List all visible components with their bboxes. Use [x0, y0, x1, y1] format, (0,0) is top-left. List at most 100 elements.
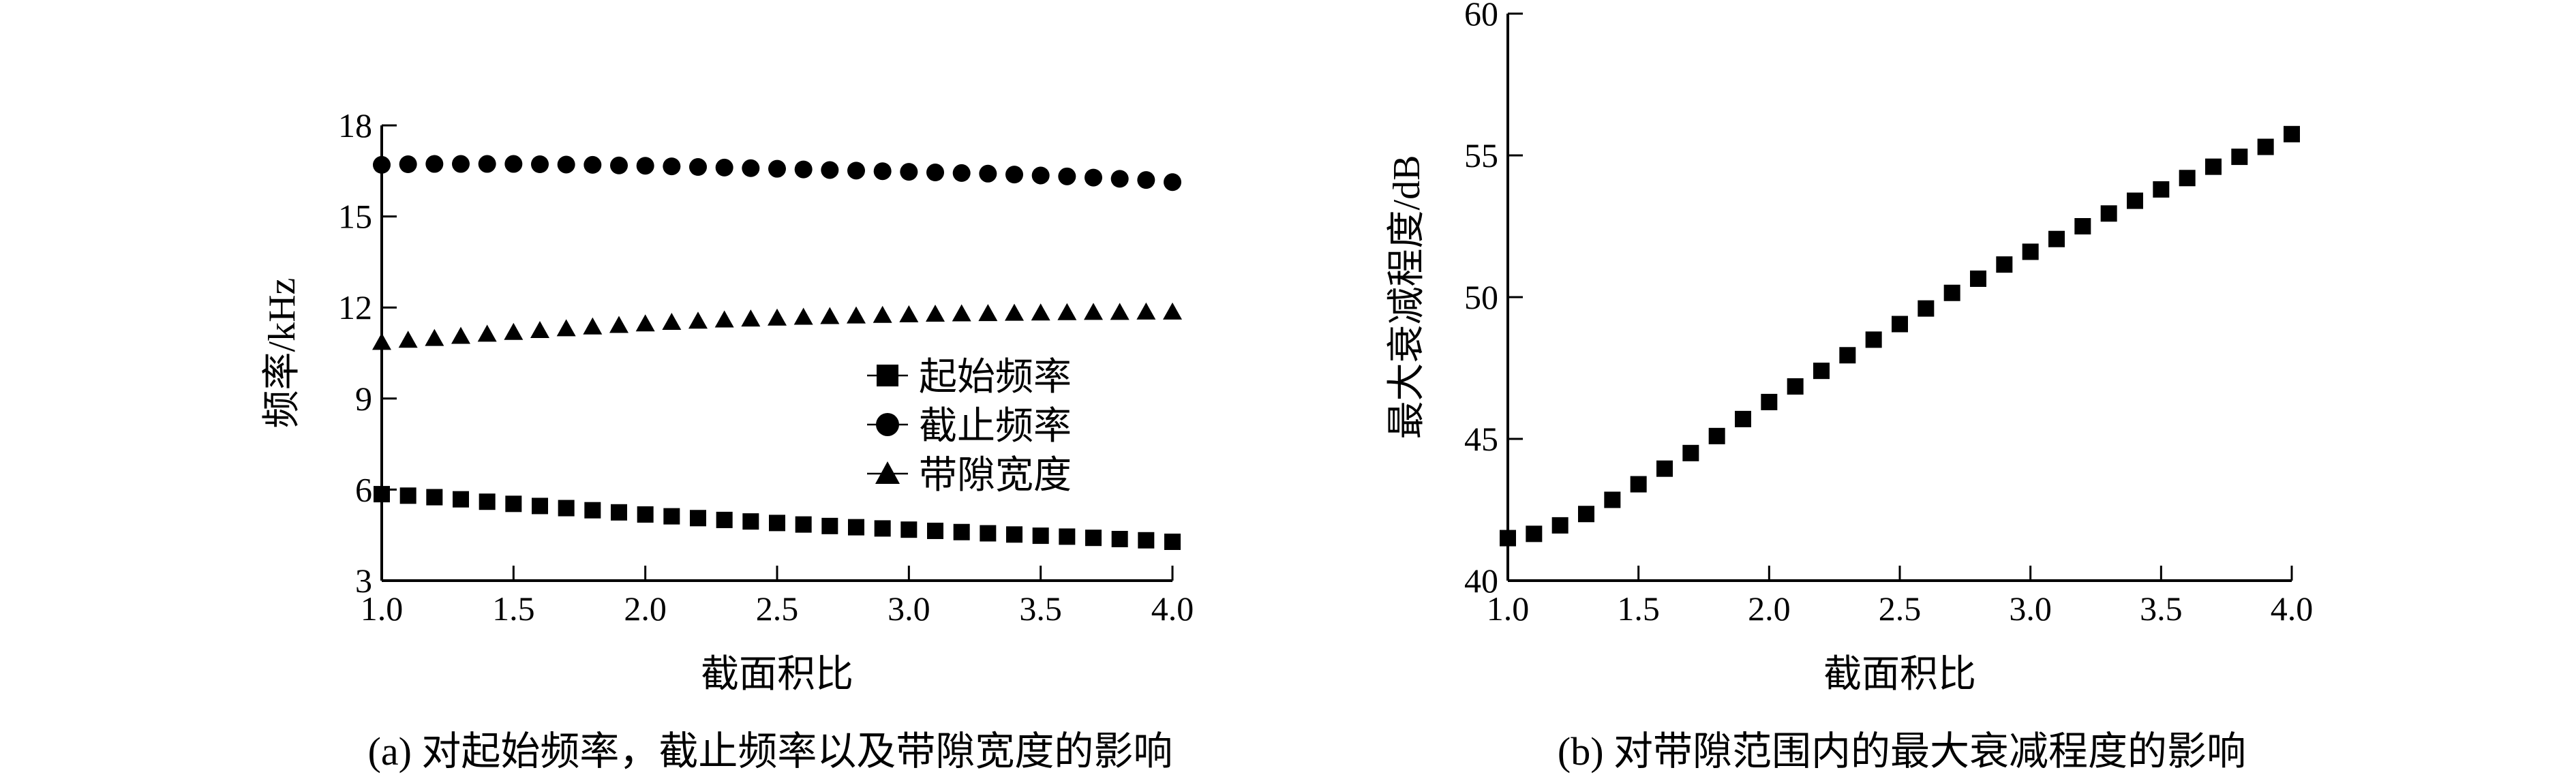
data-point-circle — [425, 155, 444, 173]
data-point-square — [1500, 530, 1516, 547]
y-tick-label: 50 — [1464, 278, 1498, 316]
data-point-triangle — [372, 333, 391, 350]
data-point-square — [558, 500, 575, 517]
data-point-square — [399, 487, 416, 504]
data-point-square — [1059, 528, 1076, 545]
x-tick-label: 1.0 — [361, 589, 404, 628]
data-point-circle — [1085, 168, 1102, 187]
data-point-square — [1735, 410, 1751, 427]
legend-label-series-1: 起始频率 — [919, 356, 1072, 399]
data-point-square — [2284, 125, 2300, 142]
data-point-circle — [531, 155, 549, 174]
data-point-square — [2257, 138, 2274, 155]
data-point-circle — [373, 155, 391, 174]
y-tick-label: 9 — [355, 380, 372, 418]
x-tick-label: 4.0 — [1151, 589, 1194, 628]
data-point-square — [1164, 533, 1181, 550]
x-tick-label: 1.5 — [492, 589, 535, 628]
data-point-square — [1656, 460, 1673, 477]
series-3-triangle-markers — [372, 302, 1182, 350]
y-tick-label: 12 — [338, 288, 372, 326]
panel-a-legend: 起始频率 截止频率 带隙宽度 — [867, 356, 1072, 497]
data-point-square — [453, 491, 469, 508]
panel-a-series — [372, 155, 1182, 550]
data-point-square — [374, 486, 390, 503]
data-point-square — [1892, 316, 1908, 333]
data-point-square — [1761, 393, 1778, 410]
data-point-triangle — [504, 322, 524, 340]
x-tick-label: 3.0 — [888, 589, 930, 628]
data-point-triangle — [847, 306, 866, 324]
panel-a-frequency-chart: 3 6 9 12 15 18 1.0 1.5 2.0 2.5 3.0 3.5 4.0 频率/kHz 截… — [261, 106, 1194, 774]
data-point-square — [505, 495, 522, 512]
data-point-circle — [715, 158, 733, 177]
panel-a-x-axis-title: 截面积比 — [701, 654, 853, 696]
panel-b-y-ticks: 40 45 50 55 60 — [1464, 0, 1523, 600]
data-point-square — [2127, 192, 2143, 209]
x-tick-label: 4.0 — [2271, 589, 2314, 628]
y-tick-label: 45 — [1464, 420, 1498, 458]
data-point-triangle — [978, 304, 998, 322]
data-point-square — [2231, 149, 2248, 166]
panel-b-x-axis-title: 截面积比 — [1823, 654, 1976, 696]
data-point-triangle — [530, 321, 549, 339]
data-point-square — [1138, 532, 1155, 549]
data-point-square — [2179, 170, 2196, 187]
data-point-square — [1630, 476, 1647, 493]
data-point-square — [1578, 506, 1594, 523]
data-point-circle — [399, 155, 417, 174]
data-point-square — [769, 515, 785, 532]
data-point-circle — [1058, 167, 1076, 185]
data-point-circle — [1031, 166, 1050, 185]
data-point-square — [1604, 491, 1621, 508]
data-point-square — [637, 506, 654, 523]
data-point-circle — [821, 161, 839, 179]
data-point-triangle — [425, 328, 444, 346]
data-point-circle — [768, 159, 786, 178]
data-point-triangle — [1110, 303, 1130, 320]
data-point-circle — [979, 164, 997, 183]
data-point-square — [1708, 427, 1725, 444]
data-point-triangle — [873, 305, 892, 323]
panel-a-y-axis-title: 频率/kHz — [261, 278, 303, 429]
data-point-circle — [926, 164, 944, 182]
data-point-circle — [610, 156, 628, 174]
data-point-circle — [504, 155, 523, 173]
data-point-square — [1111, 530, 1128, 547]
data-point-triangle — [899, 305, 919, 322]
data-point-triangle — [477, 324, 497, 342]
data-point-square — [1865, 331, 1882, 348]
data-point-square — [821, 517, 838, 534]
data-point-square — [1682, 444, 1699, 461]
series-1-square-markers — [1500, 125, 2300, 547]
data-point-triangle — [451, 326, 470, 344]
data-point-triangle — [688, 311, 708, 329]
y-tick-label: 15 — [338, 198, 372, 236]
data-point-square — [1085, 530, 1102, 547]
data-point-triangle — [820, 307, 840, 324]
data-point-square — [742, 513, 759, 530]
data-point-triangle — [583, 317, 603, 335]
data-point-triangle — [952, 304, 971, 322]
x-tick-label: 2.5 — [1879, 589, 1922, 628]
data-point-square — [663, 508, 680, 525]
data-point-circle — [794, 160, 813, 179]
y-tick-label: 40 — [1464, 562, 1498, 600]
data-point-circle — [1164, 173, 1181, 192]
data-point-triangle — [398, 331, 418, 348]
data-point-circle — [452, 155, 470, 173]
panel-b-x-ticks: 1.0 1.5 2.0 2.5 3.0 3.5 4.0 — [1487, 566, 2314, 628]
data-point-circle — [1137, 171, 1155, 189]
data-point-circle — [584, 155, 602, 174]
data-point-triangle — [1031, 303, 1050, 321]
data-point-square — [900, 521, 918, 538]
panel-b-attenuation-chart: 40 45 50 55 60 1.0 1.5 2.0 2.5 3.0 3.5 4.0 最大衰减程度/… — [1386, 0, 2313, 774]
data-point-square — [2048, 230, 2065, 247]
data-point-square — [795, 516, 812, 533]
x-tick-label: 2.0 — [624, 589, 667, 628]
data-point-triangle — [609, 316, 628, 333]
data-point-circle — [663, 157, 681, 176]
legend-label-series-2: 截止频率 — [919, 405, 1072, 448]
data-point-square — [1032, 527, 1049, 545]
